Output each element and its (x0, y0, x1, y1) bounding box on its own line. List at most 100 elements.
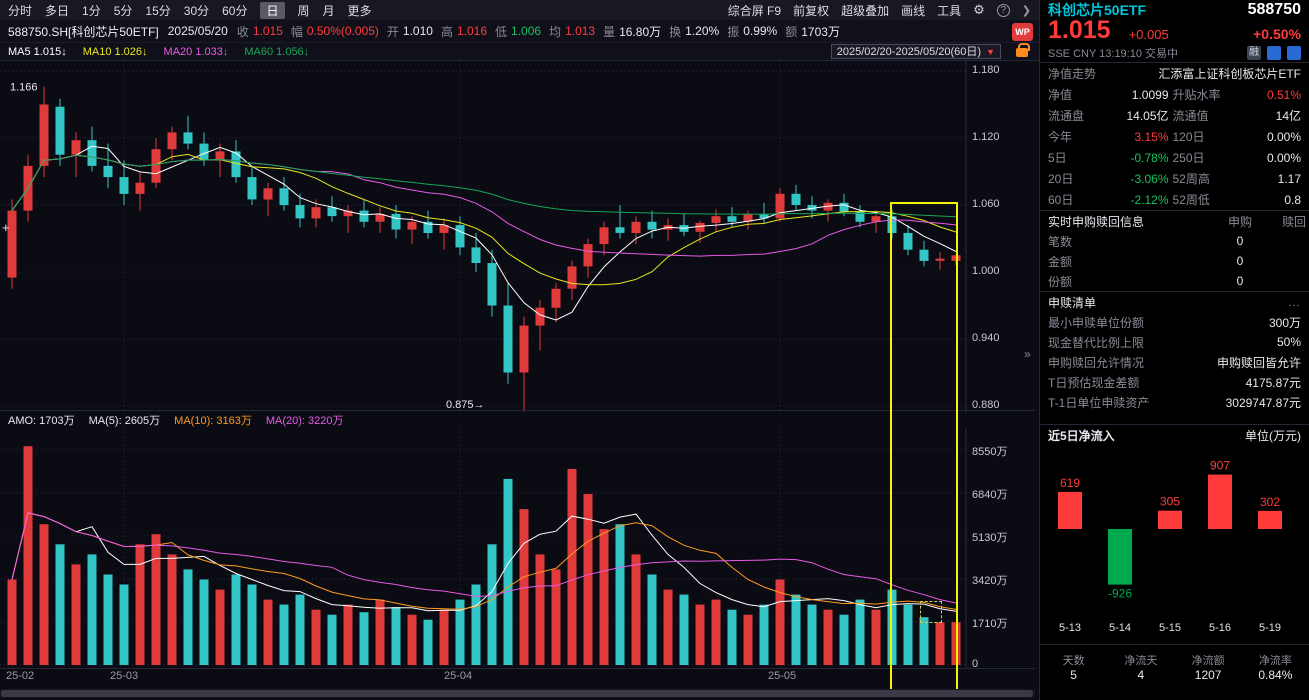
stat-value: 14亿 (1275, 109, 1301, 123)
field-label: 幅 (290, 24, 303, 39)
netflow-stat: 天数 5 (1040, 652, 1107, 682)
field-value: 0.99% (743, 24, 778, 38)
field-label: 均 (549, 24, 562, 39)
divider (1040, 424, 1309, 425)
stat-label: 250日 (1172, 151, 1205, 165)
volume-indicator-ma20: MA(20): 3220万 (265, 414, 344, 427)
tab-monthly[interactable]: 月 (322, 3, 335, 18)
date-range-selector[interactable]: 2025/02/20-2025/05/20(60日) ▼ (830, 44, 1001, 59)
redemption-row-label: T日预估现金差额 (1048, 375, 1140, 390)
svg-text:907: 907 (1210, 459, 1230, 473)
more-icon[interactable]: … (1288, 295, 1301, 309)
pane-expander[interactable]: » (1024, 347, 1031, 361)
instrument-code: 588750.SH[科创芯片50ETF] (8, 24, 159, 39)
horizontal-scrollbar[interactable] (0, 689, 1035, 698)
redemption-row-label: T-1日单位申赎资产 (1048, 395, 1150, 410)
chevron-right-icon[interactable]: ❯ (1021, 4, 1031, 17)
gear-icon[interactable]: ⚙ (973, 2, 985, 17)
period-toolbar: 分时 多日 1分 5分 15分 30分 60分 日 周 月 更多 综合屏 F9 … (0, 0, 1039, 20)
field-value: 0.50%(0.005) (306, 24, 379, 38)
price-axis-label: 1.060 (972, 198, 1000, 210)
netflow-categories: 5-13 5-14 5-15 5-16 5-19 (1040, 622, 1309, 638)
candlestick-chart[interactable]: 1.166 0.875→ (0, 61, 1035, 413)
stat-value: 0.00% (1266, 129, 1301, 144)
netflow-category-label: 5-15 (1158, 622, 1182, 634)
volume-chart[interactable] (0, 428, 1035, 669)
tab-multiday[interactable]: 多日 (45, 3, 70, 18)
volume-axis-label: 6840万 (972, 489, 1008, 501)
divider (1040, 291, 1309, 292)
stats-row: 流通盘 14.05亿 流通值 14亿 (1040, 105, 1309, 126)
tab-5min[interactable]: 5分 (113, 3, 133, 18)
tab-60min[interactable]: 60分 (222, 3, 248, 18)
field-value: 1.006 (511, 24, 542, 38)
subscription-row-label: 金额 (1048, 254, 1073, 269)
redemption-row-value: 300万 (1268, 315, 1301, 330)
volume-axis-label: 8550万 (972, 446, 1008, 458)
netflow-stat-value: 1207 (1194, 668, 1222, 682)
forward-adjust-button[interactable]: 前复权 (793, 3, 830, 18)
redemption-row-value: 申购赎回皆允许 (1216, 355, 1301, 370)
volume-axis-label: 0 (972, 658, 979, 670)
wp-logo[interactable]: WP (1012, 23, 1033, 41)
nav-trend-row[interactable]: 净值走势 汇添富上证科创板芯片ETF (1040, 63, 1309, 84)
annotation-dashed-rect[interactable] (920, 601, 942, 623)
super-overlay-button[interactable]: 超级叠加 (841, 3, 890, 18)
lock-icon[interactable] (1016, 43, 1030, 57)
netflow-unit: 单位(万元) (1245, 428, 1301, 443)
redemption-row: T日预估现金差额 4175.87元 (1040, 372, 1309, 392)
subscription-row: 金额 0 (1040, 251, 1309, 271)
volume-axis-label: 1710万 (972, 618, 1008, 630)
stat-value: 14.05亿 (1126, 109, 1169, 123)
redemption-row-label: 现金替代比例上限 (1048, 335, 1145, 350)
redemption-row-label: 最小申赎单位份额 (1048, 315, 1145, 330)
svg-text:1.166: 1.166 (10, 82, 38, 94)
camera-icon[interactable] (1287, 46, 1301, 60)
field-label: 低 (495, 24, 508, 39)
tab-more[interactable]: 更多 (347, 3, 372, 18)
netflow-title: 近5日净流入 (1048, 428, 1115, 443)
field-label: 量 (603, 24, 616, 39)
stat-value: 0.00% (1266, 150, 1301, 165)
redemption-row-value: 50% (1276, 335, 1301, 349)
subscription-row: 笔数 0 (1040, 231, 1309, 251)
redemption-row-value: 3029747.87元 (1225, 395, 1301, 410)
tab-1min[interactable]: 1分 (82, 3, 101, 18)
tab-30min[interactable]: 30分 (183, 3, 210, 18)
scrollbar-handle[interactable] (1, 690, 1033, 697)
svg-text:305: 305 (1160, 495, 1180, 509)
netflow-stat: 净流额 1207 (1175, 652, 1242, 682)
fund-full-name: 汇添富上证科创板芯片ETF (1158, 67, 1301, 81)
help-icon[interactable]: ? (996, 3, 1010, 17)
chevron-down-icon: ▼ (986, 46, 995, 57)
redeem-column-header: 赎回 (1281, 214, 1306, 229)
redemption-row: 最小申赎单位份额 300万 (1040, 312, 1309, 332)
margin-badge: 融 (1247, 46, 1261, 60)
stat-value: 1.0099 (1131, 87, 1169, 102)
subscribe-value: 0 (1236, 254, 1244, 268)
tab-15min[interactable]: 15分 (145, 3, 171, 18)
volume-indicator-amo: AMO: 1703万 (8, 414, 75, 427)
stats-row: 60日 -2.12% 52周低 0.8 (1040, 189, 1309, 210)
draw-line-button[interactable]: 画线 (901, 3, 926, 18)
subscribe-column-header: 申购 (1227, 214, 1252, 229)
field-value: 1703万 (801, 24, 840, 39)
tab-daily[interactable]: 日 (260, 1, 285, 19)
tools-button[interactable]: 工具 (937, 3, 962, 18)
exchange-status: SSE CNY 13:19:10 交易中 (1048, 48, 1179, 60)
volume-indicator-ma5: MA(5): 2605万 (88, 414, 161, 427)
price-axis-label: 1.000 (972, 265, 1000, 277)
composite-screen-button[interactable]: 综合屏 F9 (727, 3, 782, 18)
tab-intraday[interactable]: 分时 (8, 3, 33, 18)
mini-chart-icon[interactable] (1267, 46, 1281, 60)
tab-weekly[interactable]: 周 (297, 3, 310, 18)
netflow-header: 近5日净流入 单位(万元) (1040, 425, 1309, 445)
stats-row: 5日 -0.78% 250日 0.00% (1040, 147, 1309, 168)
ma-indicator: MA60 1.056↓ (244, 45, 310, 58)
volume-axis-label: 5130万 (972, 532, 1008, 544)
ma-indicator: MA10 1.026↓ (82, 45, 148, 58)
chart-workspace: 分时 多日 1分 5分 15分 30分 60分 日 周 月 更多 综合屏 F9 … (0, 0, 1040, 700)
subscription-row-label: 笔数 (1048, 234, 1073, 249)
chart-area: 1.166 0.875→ AMO: 1703万 MA(5): 2605万 MA(10)… (0, 61, 1040, 700)
field-label: 高 (440, 24, 453, 39)
